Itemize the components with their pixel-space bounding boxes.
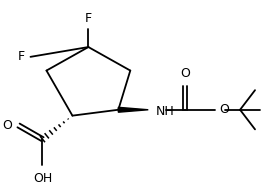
- Text: F: F: [17, 50, 25, 63]
- Text: O: O: [219, 103, 229, 116]
- Text: F: F: [85, 11, 92, 24]
- Text: OH: OH: [33, 172, 52, 186]
- Text: O: O: [180, 67, 190, 80]
- Text: O: O: [3, 119, 13, 132]
- Text: NH: NH: [156, 105, 175, 118]
- Polygon shape: [118, 107, 148, 112]
